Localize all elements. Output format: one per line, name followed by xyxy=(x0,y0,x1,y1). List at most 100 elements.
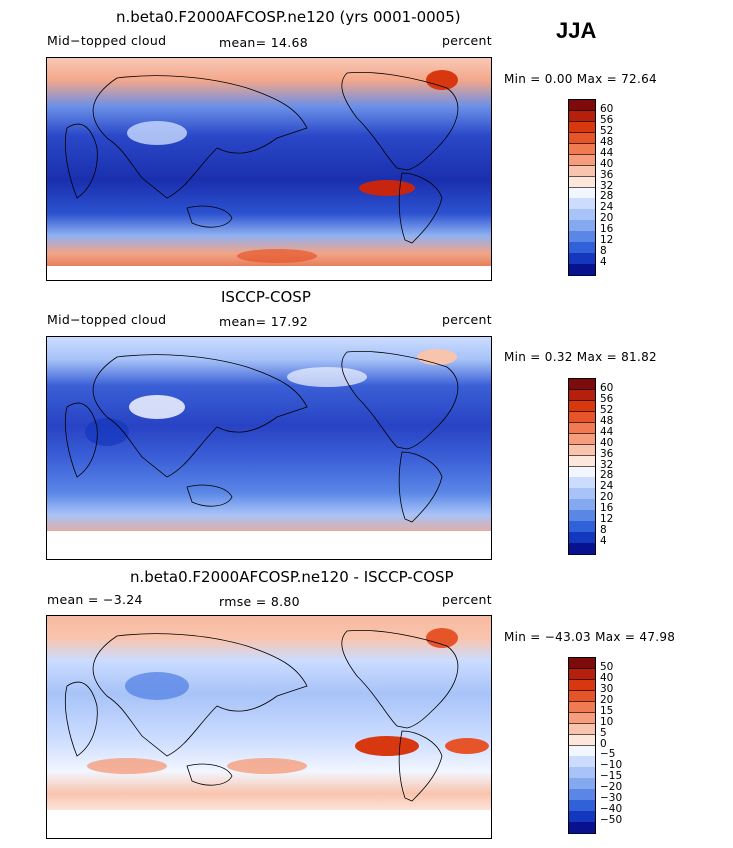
panel-3-units: percent xyxy=(442,592,492,607)
colorbar-tick-label: 50 xyxy=(600,660,614,673)
colorbar-swatch xyxy=(569,411,595,424)
colorbar-tick-label: 36 xyxy=(600,168,614,181)
colorbar-swatch xyxy=(569,455,595,467)
colorbar-swatch xyxy=(569,532,595,544)
colorbar-swatch xyxy=(569,756,595,768)
panel-1-colorbar-boxes xyxy=(568,99,596,276)
panel-2-units: percent xyxy=(442,312,492,327)
colorbar-swatch xyxy=(569,800,595,812)
colorbar-tick-label: 16 xyxy=(600,502,614,515)
panel-2-minmax: Min = 0.32 Max = 81.82 xyxy=(504,350,657,364)
colorbar-tick-label: 60 xyxy=(600,102,614,115)
colorbar-tick-label: 12 xyxy=(600,513,614,526)
panel-3-minmax: Min = −43.03 Max = 47.98 xyxy=(504,630,676,644)
colorbar-tick-label: 15 xyxy=(600,704,614,717)
colorbar-tick-label: −30 xyxy=(600,792,623,805)
colorbar-tick-label: −50 xyxy=(600,814,623,827)
colorbar-swatch xyxy=(569,121,595,134)
colorbar-tick-label: 32 xyxy=(600,458,614,471)
colorbar-swatch xyxy=(569,701,595,714)
colorbar-swatch xyxy=(569,658,595,670)
colorbar-tick-label: 28 xyxy=(600,469,614,482)
colorbar-swatch xyxy=(569,444,595,457)
colorbar-tick-label: 8 xyxy=(600,524,607,537)
colorbar-swatch xyxy=(569,499,595,511)
panel-3-colorbar-boxes xyxy=(568,657,596,834)
panel-2-mean: mean= 17.92 xyxy=(219,314,308,329)
colorbar-tick-label: 4 xyxy=(600,535,607,548)
colorbar-swatch xyxy=(569,811,595,823)
panel-2-map-svg xyxy=(47,337,491,559)
colorbar-swatch xyxy=(569,187,595,199)
colorbar-swatch xyxy=(569,389,595,402)
colorbar-tick-label: 4 xyxy=(600,256,607,269)
colorbar-tick-label: 8 xyxy=(600,245,607,258)
colorbar-swatch xyxy=(569,400,595,413)
panel-2-left-label: Mid−topped cloud xyxy=(47,312,167,327)
colorbar-swatch xyxy=(569,422,595,435)
colorbar-swatch xyxy=(569,100,595,112)
panel-2-colorbar-boxes xyxy=(568,378,596,555)
colorbar-swatch xyxy=(569,466,595,478)
colorbar-swatch xyxy=(569,510,595,522)
colorbar-swatch xyxy=(569,521,595,533)
colorbar-tick-label: 0 xyxy=(600,737,607,750)
panel-1-left-label: Mid−topped cloud xyxy=(47,33,167,48)
colorbar-tick-label: −15 xyxy=(600,770,623,783)
colorbar-tick-label: 48 xyxy=(600,414,614,427)
colorbar-swatch xyxy=(569,110,595,123)
colorbar-swatch xyxy=(569,712,595,725)
colorbar-swatch xyxy=(569,734,595,746)
panel-1-map-svg xyxy=(47,58,491,280)
colorbar-tick-label: 40 xyxy=(600,436,614,449)
panel-2-map xyxy=(46,336,492,560)
colorbar-tick-label: 44 xyxy=(600,425,614,438)
colorbar-swatch xyxy=(569,253,595,265)
panel-3-map-svg xyxy=(47,616,491,838)
colorbar-swatch xyxy=(569,822,595,834)
panel-1-mean: mean= 14.68 xyxy=(219,35,308,50)
colorbar-swatch xyxy=(569,767,595,779)
colorbar-swatch xyxy=(569,723,595,736)
colorbar-tick-label: 40 xyxy=(600,671,614,684)
panel-1-title: n.beta0.F2000AFCOSP.ne120 (yrs 0001-0005… xyxy=(116,8,461,26)
colorbar-tick-label: 60 xyxy=(600,381,614,394)
colorbar-tick-label: 10 xyxy=(600,715,614,728)
colorbar-tick-label: 12 xyxy=(600,234,614,247)
colorbar-tick-label: 24 xyxy=(600,480,614,493)
colorbar-tick-label: 56 xyxy=(600,392,614,405)
colorbar-tick-label: 36 xyxy=(600,447,614,460)
colorbar-tick-label: −40 xyxy=(600,803,623,816)
colorbar-swatch xyxy=(569,143,595,156)
colorbar-tick-label: 24 xyxy=(600,201,614,214)
colorbar-tick-label: 5 xyxy=(600,726,607,739)
colorbar-tick-label: 56 xyxy=(600,113,614,126)
colorbar-tick-label: 40 xyxy=(600,157,614,170)
colorbar-swatch xyxy=(569,154,595,167)
panel-2-title: ISCCP-COSP xyxy=(221,288,311,306)
colorbar-swatch xyxy=(569,198,595,210)
colorbar-tick-label: 28 xyxy=(600,190,614,203)
colorbar-swatch xyxy=(569,789,595,801)
colorbar-tick-label: 52 xyxy=(600,403,614,416)
colorbar-swatch xyxy=(569,690,595,703)
panel-3-map xyxy=(46,615,492,839)
panel-3-title: n.beta0.F2000AFCOSP.ne120 - ISCCP-COSP xyxy=(130,568,454,586)
colorbar-tick-label: 20 xyxy=(600,212,614,225)
colorbar-swatch xyxy=(569,778,595,790)
colorbar-tick-label: 48 xyxy=(600,135,614,148)
panel-3-rmse: rmse = 8.80 xyxy=(219,594,300,609)
colorbar-swatch xyxy=(569,176,595,188)
panel-1-units: percent xyxy=(442,33,492,48)
colorbar-swatch xyxy=(569,745,595,757)
colorbar-swatch xyxy=(569,165,595,178)
colorbar-swatch xyxy=(569,488,595,500)
colorbar-swatch xyxy=(569,668,595,681)
colorbar-swatch xyxy=(569,209,595,221)
panel-3-mean: mean = −3.24 xyxy=(47,592,143,607)
panel-1-map xyxy=(46,57,492,281)
panel-1-minmax: Min = 0.00 Max = 72.64 xyxy=(504,72,657,86)
colorbar-tick-label: −10 xyxy=(600,759,623,772)
colorbar-tick-label: 20 xyxy=(600,491,614,504)
colorbar-tick-label: 44 xyxy=(600,146,614,159)
